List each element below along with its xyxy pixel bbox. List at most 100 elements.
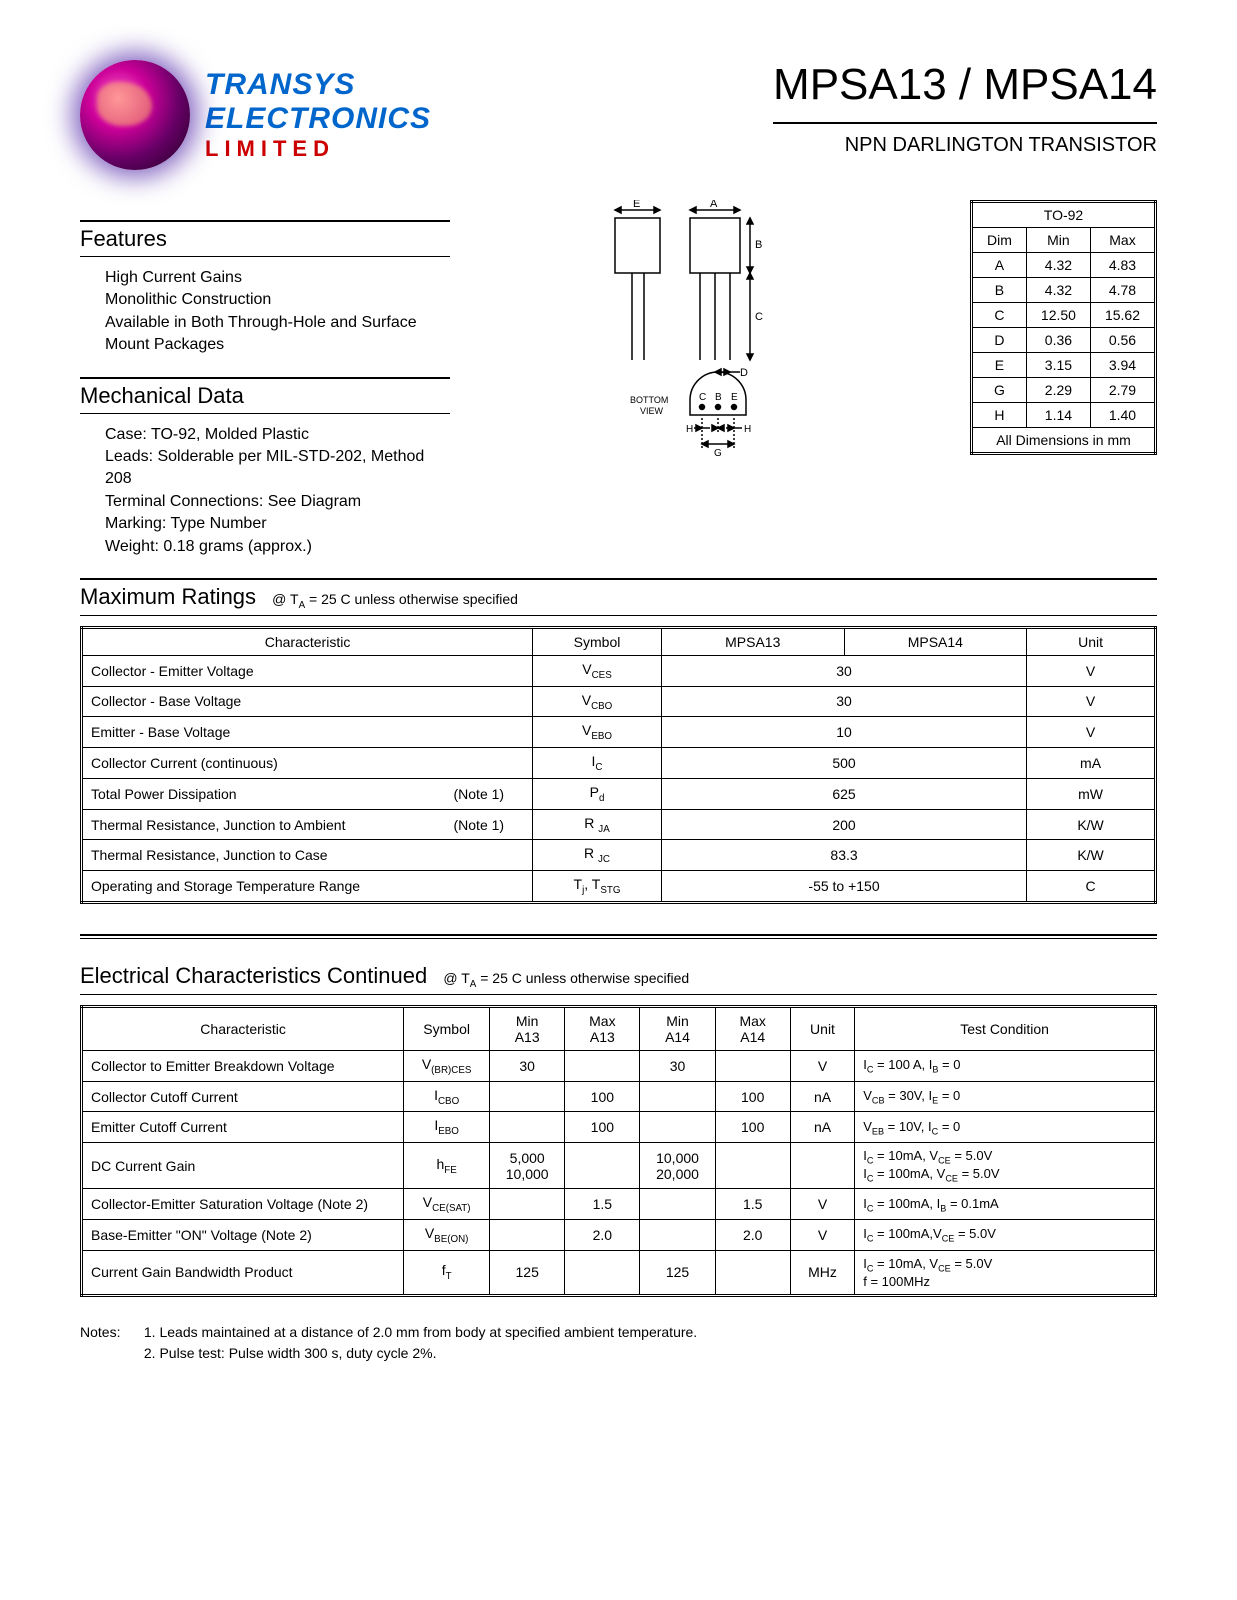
elec-max13 (565, 1251, 640, 1296)
note-item: 1. Leads maintained at a distance of 2.0… (144, 1324, 697, 1340)
elec-min13 (490, 1081, 565, 1112)
ratings-table: Characteristic Symbol MPSA13 MPSA14 Unit… (80, 626, 1157, 904)
elec-condition: VCB = 30V, IE = 0 (855, 1081, 1156, 1112)
elec-max14: 1.5 (715, 1189, 790, 1220)
elec-unit: nA (790, 1112, 854, 1143)
dim-cell: 15.62 (1090, 303, 1155, 328)
ratings-value: 10 (661, 717, 1026, 748)
table-row: Collector Current (continuous)IC500mA (82, 748, 1156, 779)
ratings-value: 200 (661, 809, 1026, 840)
electrical-table: Characteristic Symbol MinA13 MaxA13 MinA… (80, 1005, 1157, 1297)
elec-min13: 125 (490, 1251, 565, 1296)
table-row: Collector to Emitter Breakdown VoltageV(… (82, 1050, 1156, 1081)
table-row: Collector-Emitter Saturation Voltage (No… (82, 1189, 1156, 1220)
svg-text:VIEW: VIEW (640, 406, 664, 416)
dim-cell: 2.79 (1090, 378, 1155, 403)
elec-hdr: Characteristic (82, 1006, 404, 1050)
ratings-symbol: Tj, TSTG (533, 871, 662, 903)
table-row: H1.141.40 (972, 403, 1156, 428)
elec-char: DC Current Gain (82, 1143, 404, 1189)
table-row: DC Current GainhFE5,00010,00010,00020,00… (82, 1143, 1156, 1189)
table-row: E3.153.94 (972, 353, 1156, 378)
dim-cell: 3.15 (1026, 353, 1090, 378)
elec-max14: 100 (715, 1081, 790, 1112)
divider (80, 934, 1157, 939)
elec-min13: 5,00010,000 (490, 1143, 565, 1189)
table-row: D0.360.56 (972, 328, 1156, 353)
elec-max14 (715, 1251, 790, 1296)
ratings-symbol: VCES (533, 655, 662, 686)
ratings-value: 500 (661, 748, 1026, 779)
elec-hdr: Test Condition (855, 1006, 1156, 1050)
ratings-unit: C (1027, 871, 1156, 903)
elec-min14 (640, 1220, 715, 1251)
dim-cell: 0.56 (1090, 328, 1155, 353)
ratings-heading-text: Maximum Ratings (80, 584, 256, 609)
elec-condition: IC = 100 A, IB = 0 (855, 1050, 1156, 1081)
dim-cell: A (972, 253, 1027, 278)
elec-min14: 125 (640, 1251, 715, 1296)
elec-max13: 100 (565, 1112, 640, 1143)
table-row: Thermal Resistance, Junction to CaseR JC… (82, 840, 1156, 871)
elec-min14: 30 (640, 1050, 715, 1081)
elec-hdr: MaxA14 (715, 1006, 790, 1050)
elec-hdr: MaxA13 (565, 1006, 640, 1050)
table-row: Thermal Resistance, Junction to Ambient … (82, 809, 1156, 840)
table-row: Operating and Storage Temperature RangeT… (82, 871, 1156, 903)
elec-min13 (490, 1220, 565, 1251)
table-row: C12.5015.62 (972, 303, 1156, 328)
elec-max14: 2.0 (715, 1220, 790, 1251)
elec-symbol: V(BR)CES (404, 1050, 490, 1081)
elec-unit: nA (790, 1081, 854, 1112)
electrical-heading-text: Electrical Characteristics Continued (80, 963, 427, 988)
electrical-condition: @ TA = 25 C unless otherwise specified (443, 970, 689, 986)
mechanical-item: Case: TO-92, Molded Plastic (105, 424, 450, 446)
elec-min13 (490, 1189, 565, 1220)
electrical-heading: Electrical Characteristics Continued @ T… (80, 959, 1157, 995)
svg-text:G: G (714, 448, 722, 459)
subtitle: NPN DARLINGTON TRANSISTOR (773, 134, 1157, 157)
package-diagram: E A B C (480, 200, 940, 470)
dim-cell: 0.36 (1026, 328, 1090, 353)
ratings-symbol: Pd (533, 778, 662, 809)
dim-cell: 12.50 (1026, 303, 1090, 328)
table-row: A4.324.83 (972, 253, 1156, 278)
elec-symbol: IEBO (404, 1112, 490, 1143)
dim-cell: 3.94 (1090, 353, 1155, 378)
feature-item: High Current Gains (105, 267, 450, 289)
ratings-unit: K/W (1027, 840, 1156, 871)
elec-symbol: ICBO (404, 1081, 490, 1112)
ratings-hdr: Symbol (533, 627, 662, 655)
elec-min14 (640, 1189, 715, 1220)
ratings-condition: @ TA = 25 C unless otherwise specified (272, 591, 518, 607)
ratings-symbol: IC (533, 748, 662, 779)
ratings-symbol: R JA (533, 809, 662, 840)
ratings-hdr: Unit (1027, 627, 1156, 655)
features-list: High Current Gains Monolithic Constructi… (80, 267, 450, 357)
ratings-value: 83.3 (661, 840, 1026, 871)
ratings-unit: V (1027, 686, 1156, 717)
table-row: Collector - Base VoltageVCBO30V (82, 686, 1156, 717)
elec-hdr: Symbol (404, 1006, 490, 1050)
svg-text:C: C (699, 392, 706, 403)
mechanical-item: Leads: Solderable per MIL-STD-202, Metho… (105, 446, 450, 491)
ratings-unit: mW (1027, 778, 1156, 809)
dim-title: TO-92 (972, 202, 1156, 228)
mechanical-item: Terminal Connections: See Diagram (105, 491, 450, 513)
dimensions-table: TO-92 Dim Min Max A4.324.83B4.324.78C12.… (970, 200, 1157, 455)
ratings-unit: mA (1027, 748, 1156, 779)
elec-condition: VEB = 10V, IC = 0 (855, 1112, 1156, 1143)
svg-text:A: A (710, 200, 718, 210)
elec-symbol: VCE(SAT) (404, 1189, 490, 1220)
elec-condition: IC = 100mA,VCE = 5.0V (855, 1220, 1156, 1251)
dim-cell: 1.40 (1090, 403, 1155, 428)
dim-cell: B (972, 278, 1027, 303)
elec-max13 (565, 1050, 640, 1081)
elec-max13: 100 (565, 1081, 640, 1112)
ratings-symbol: VEBO (533, 717, 662, 748)
features-heading: Features (80, 220, 450, 257)
svg-text:C: C (755, 311, 763, 323)
globe-icon (80, 60, 190, 170)
ratings-value: 30 (661, 686, 1026, 717)
elec-hdr: MinA14 (640, 1006, 715, 1050)
